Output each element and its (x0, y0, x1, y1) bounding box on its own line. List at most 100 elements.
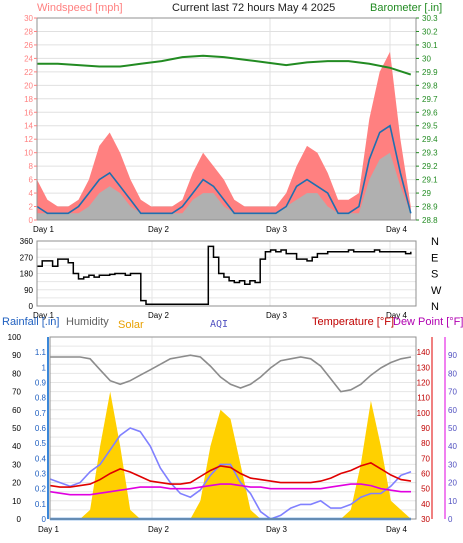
ylabel-dewpoint: Dew Point [°F] (393, 316, 463, 328)
wind-direction-line (37, 245, 412, 305)
barometer-ytick-label: 29.5 (422, 122, 438, 131)
rainfall-ytick-label: 0.7 (35, 409, 47, 418)
far-ytick-label: 70 (448, 388, 457, 397)
direction-xtick-label: Day 2 (148, 311, 169, 320)
temperature-ytick-label: 60 (421, 470, 430, 479)
wind-ytick-label: 18 (24, 95, 33, 104)
wind-ytick-label: 26 (24, 41, 33, 50)
barometer-ytick-label: 29.9 (422, 68, 438, 77)
far-ytick-label: 90 (448, 351, 457, 360)
wind-ytick-label: 8 (29, 162, 34, 171)
wind-gust-line (36, 124, 412, 215)
weather-xtick-label: Day 3 (266, 525, 287, 534)
barometer-ytick-label: 29.2 (422, 162, 438, 171)
barometer-ytick-label: 29.6 (422, 108, 438, 117)
rainfall-ytick-label: 0.2 (35, 485, 47, 494)
wind-ytick-label: 14 (24, 122, 33, 131)
direction-xtick-label: Day 4 (386, 311, 407, 320)
rainfall-ytick-label: 0 (42, 515, 47, 524)
weather-frame (49, 336, 417, 520)
humidity-ytick-label: 0 (17, 515, 22, 524)
direction-ytick-label: 0 (29, 302, 34, 311)
compass-label: N (431, 301, 439, 313)
temperature-ytick-label: 130 (417, 363, 431, 372)
wind-ytick-label: 24 (24, 54, 33, 63)
weather-xtick-label: Day 2 (148, 525, 169, 534)
direction-ytick-label: 90 (24, 286, 33, 295)
wind-ytick-label: 4 (29, 189, 34, 198)
weather-xtick-label: Day 1 (38, 525, 59, 534)
windspeed-area (37, 51, 411, 221)
temperature-ytick-label: 140 (417, 348, 431, 357)
wind-ytick-label: 22 (24, 68, 33, 77)
humidity-ytick-label: 90 (12, 351, 21, 360)
ylabel-temperature: Temperature [°F] (312, 316, 394, 328)
humidity-ytick-label: 20 (12, 479, 21, 488)
barometer-ytick-label: 30.3 (422, 14, 438, 23)
humidity-ytick-label: 70 (12, 388, 21, 397)
far-ytick-label: 30 (448, 460, 457, 469)
wind-xtick-label: Day 2 (148, 225, 169, 234)
barometer-ytick-label: 28.8 (422, 216, 438, 225)
temperature-ytick-label: 80 (421, 439, 430, 448)
humidity-ytick-label: 40 (12, 442, 21, 451)
wind-ytick-label: 2 (29, 203, 34, 212)
direction-frame (36, 240, 417, 307)
ylabel-barometer: Barometer [.in] (370, 2, 442, 14)
rainfall-ytick-label: 1.1 (35, 348, 47, 357)
far-ytick-label: 0 (448, 515, 453, 524)
rainfall-ytick-label: 0.9 (35, 379, 47, 388)
wind-average-area (37, 152, 411, 220)
wind-ytick-label: 10 (24, 149, 33, 158)
far-ytick-label: 20 (448, 479, 457, 488)
humidity-ytick-label: 50 (12, 424, 21, 433)
humidity-line (50, 354, 412, 393)
far-ytick-label: 50 (448, 424, 457, 433)
ylabel-rainfall: Rainfall [.in] (2, 316, 59, 328)
rainfall-ytick-label: 0.6 (35, 424, 47, 433)
barometer-ytick-label: 29.1 (422, 176, 438, 185)
rainfall-ytick-label: 0.8 (35, 394, 47, 403)
barometer-ytick-label: 29.4 (422, 135, 438, 144)
weather-xtick-label: Day 4 (386, 525, 407, 534)
wind-plot (36, 17, 416, 221)
wind-ytick-label: 20 (24, 81, 33, 90)
ylabel-windspeed: Windspeed [mph] (37, 2, 123, 14)
aqi-line (49, 427, 412, 520)
barometer-ytick-label: 29.3 (422, 149, 438, 158)
rainfall-ytick-label: 0.3 (35, 470, 47, 479)
barometer-ytick-label: 30.2 (422, 27, 438, 36)
wind-xtick-label: Day 1 (33, 225, 54, 234)
compass-label: W (431, 285, 442, 297)
direction-ytick-label: 180 (20, 270, 34, 279)
ylabel-solar: Solar (118, 319, 144, 331)
temperature-ytick-label: 100 (417, 409, 431, 418)
wind-xtick-label: Day 4 (386, 225, 407, 234)
far-ytick-label: 80 (448, 369, 457, 378)
barometer-ytick-label: 30.1 (422, 41, 438, 50)
rainfall-ytick-label: 1 (42, 363, 47, 372)
weather-axes: 010203040506070809010000.10.20.30.40.50.… (8, 333, 458, 534)
rainfall-ytick-label: 0.4 (35, 454, 47, 463)
temperature-ytick-label: 70 (421, 454, 430, 463)
humidity-ytick-label: 10 (12, 497, 21, 506)
barometer-ytick-label: 29.7 (422, 95, 438, 104)
direction-ytick-label: 360 (20, 237, 34, 246)
compass-label: S (431, 269, 438, 281)
wind-axes: 02468101214161820222426283028.828.92929.… (24, 14, 438, 234)
ylabel-humidity: Humidity (66, 316, 109, 328)
temperature-ytick-label: 90 (421, 424, 430, 433)
ylabel-aqi: AQI (210, 319, 228, 330)
rainfall-ytick-label: 0.5 (35, 439, 47, 448)
far-ytick-label: 40 (448, 442, 457, 451)
humidity-ytick-label: 30 (12, 460, 21, 469)
barometer-ytick-label: 29 (422, 189, 431, 198)
dewpoint-line (49, 483, 411, 496)
barometer-ytick-label: 29.8 (422, 81, 438, 90)
wind-ytick-label: 16 (24, 108, 33, 117)
direction-xtick-label: Day 3 (266, 311, 287, 320)
wind-frame (36, 17, 417, 221)
compass-label: E (431, 252, 438, 264)
